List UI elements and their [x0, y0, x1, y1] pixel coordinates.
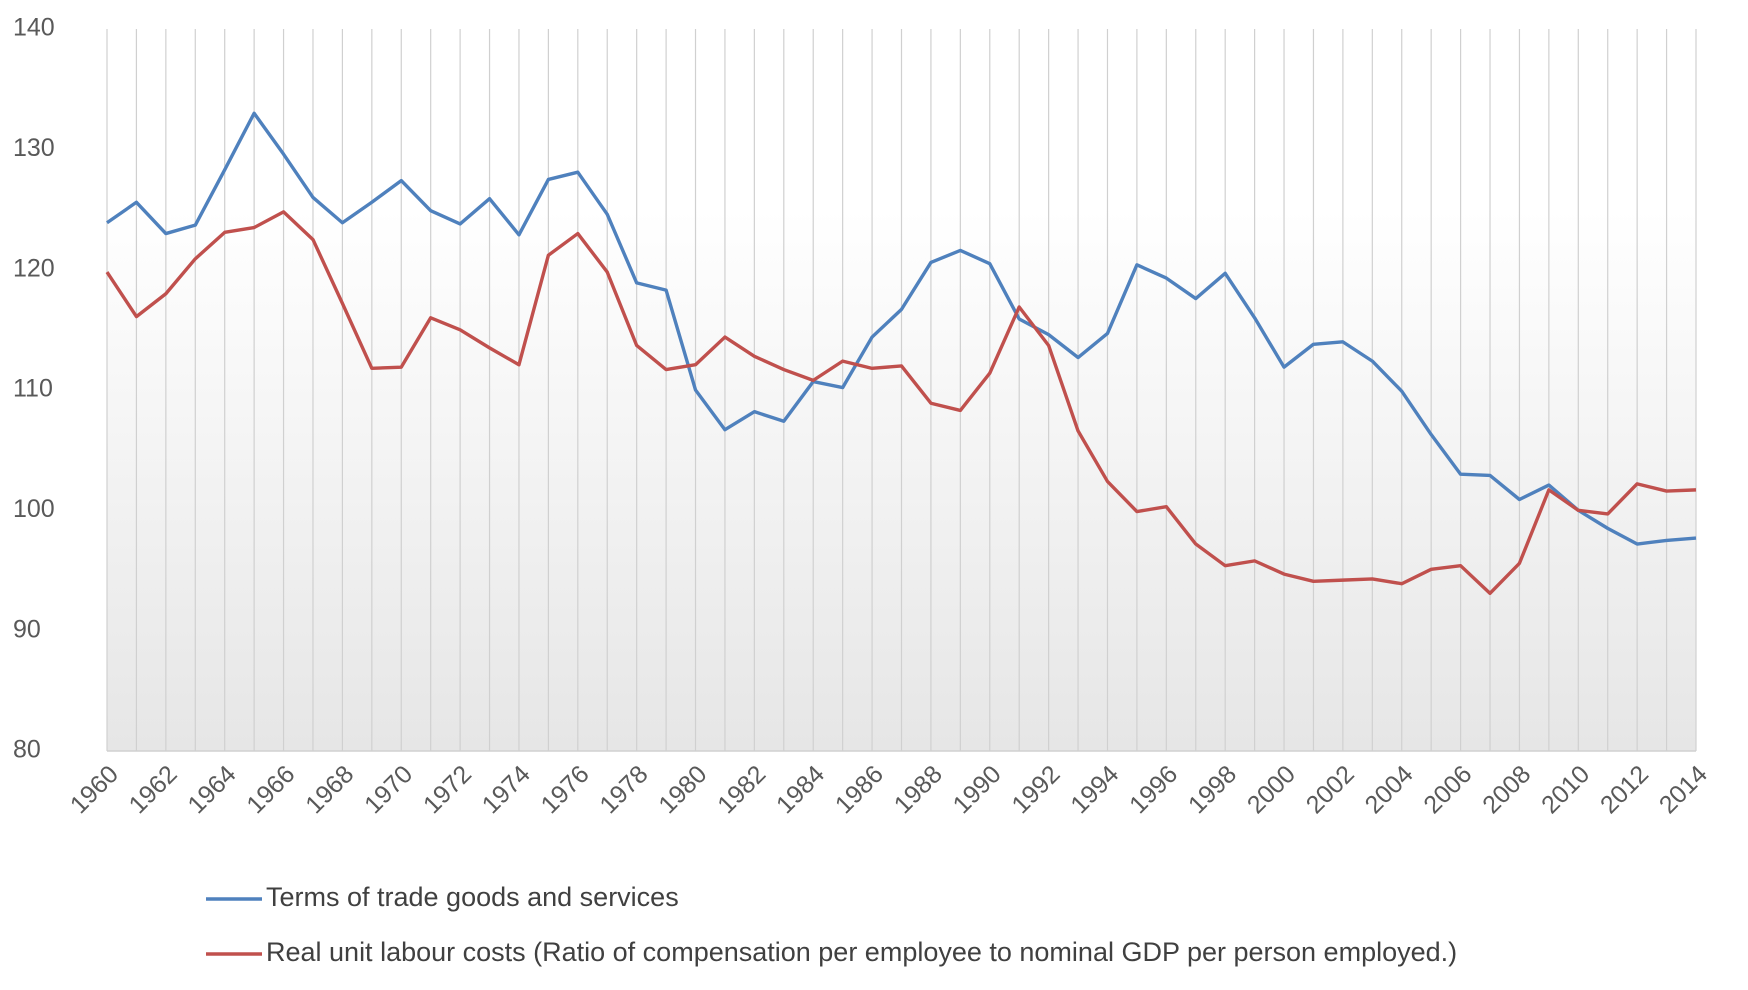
x-tick-label: 1974 — [477, 760, 536, 819]
x-tick-label: 2006 — [1418, 760, 1477, 819]
line-series — [106, 111, 1697, 546]
x-tick-label: 1988 — [889, 760, 948, 819]
x-tick-label: 1960 — [65, 760, 124, 819]
x-tick-label: 1978 — [594, 760, 653, 819]
x-tick-label: 1966 — [241, 760, 300, 819]
line-series — [105, 210, 1697, 596]
x-tick-label: 1982 — [712, 760, 771, 819]
x-tick-label: 1990 — [948, 760, 1007, 819]
x-tick-label: 1996 — [1124, 760, 1183, 819]
y-tick-label: 140 — [13, 14, 55, 42]
x-tick-label: 1972 — [418, 760, 477, 819]
x-tick-label: 1980 — [653, 760, 712, 819]
y-tick-label: 80 — [13, 736, 41, 764]
x-tick-label: 1970 — [359, 760, 418, 819]
x-tick-label: 2002 — [1301, 760, 1360, 819]
x-tick-label: 1984 — [771, 760, 830, 819]
x-tick-label: 2008 — [1477, 760, 1536, 819]
x-tick-label: 1964 — [182, 760, 241, 819]
x-tick-label: 1994 — [1065, 760, 1124, 819]
x-tick-label: 1968 — [300, 760, 359, 819]
legend-label: Terms of trade goods and services — [266, 882, 679, 912]
x-tick-label: 2004 — [1360, 760, 1419, 819]
y-tick-label: 110 — [13, 375, 53, 403]
x-tick-label: 1998 — [1183, 760, 1242, 819]
x-tick-label: 2012 — [1595, 760, 1654, 819]
legend-label: Real unit labour costs (Ratio of compens… — [266, 937, 1457, 967]
y-tick-label: 120 — [13, 254, 55, 282]
x-tick-label: 2014 — [1654, 760, 1713, 819]
x-tick-label: 2000 — [1242, 760, 1301, 819]
y-tick-label: 90 — [13, 615, 41, 643]
x-tick-label: 2010 — [1536, 760, 1595, 819]
x-tick-label: 1976 — [536, 760, 595, 819]
x-tick-label: 1986 — [830, 760, 889, 819]
x-tick-label: 1992 — [1006, 760, 1065, 819]
y-tick-label: 130 — [13, 134, 55, 162]
y-tick-label: 100 — [13, 495, 55, 523]
x-tick-label: 1962 — [124, 760, 183, 819]
